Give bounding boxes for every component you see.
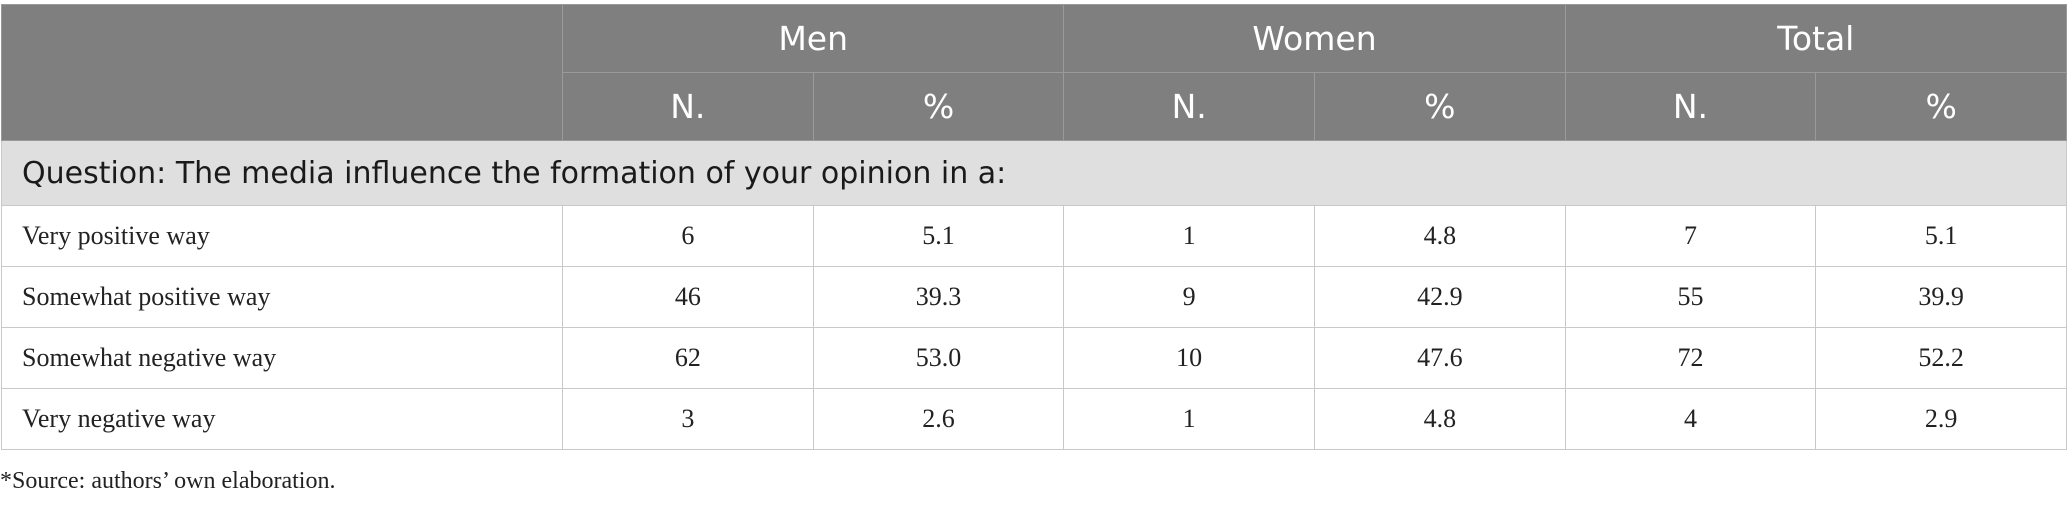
- header-corner-cell: [1, 4, 563, 141]
- section-row: Question: The media influence the format…: [1, 140, 2067, 206]
- row-label: Very positive way: [1, 205, 563, 267]
- table-cell: 2.9: [1815, 388, 2067, 450]
- table-cell: 72: [1564, 327, 1817, 389]
- subheader-cell: N.: [1564, 72, 1817, 141]
- table-cell: 4: [1564, 388, 1817, 450]
- subheader-cell: %: [812, 72, 1065, 141]
- table-row: Very positive way 6 5.1 1 4.8 7 5.1: [1, 205, 2067, 267]
- section-title: Question: The media influence the format…: [1, 140, 2067, 206]
- table-row: Somewhat positive way 46 39.3 9 42.9 55 …: [1, 266, 2067, 328]
- header-group-total: Total: [1564, 4, 2067, 73]
- subheader-cell: N.: [562, 72, 814, 141]
- table-cell: 2.6: [812, 388, 1065, 450]
- table-cell: 10: [1063, 327, 1315, 389]
- table-cell: 62: [562, 327, 814, 389]
- table-cell: 46: [562, 266, 814, 328]
- table-row: Very negative way 3 2.6 1 4.8 4 2.9: [1, 388, 2067, 450]
- table-cell: 42.9: [1313, 266, 1566, 328]
- table-cell: 4.8: [1313, 205, 1566, 267]
- table-cell: 7: [1564, 205, 1817, 267]
- table-cell: 39.3: [812, 266, 1065, 328]
- table-cell: 3: [562, 388, 814, 450]
- header-group-women: Women: [1063, 4, 1566, 73]
- table-cell: 5.1: [1815, 205, 2067, 267]
- table-cell: 53.0: [812, 327, 1065, 389]
- table-cell: 9: [1063, 266, 1315, 328]
- subheader-cell: %: [1815, 72, 2067, 141]
- table-cell: 5.1: [812, 205, 1065, 267]
- row-label: Somewhat positive way: [1, 266, 563, 328]
- row-label: Somewhat negative way: [1, 327, 563, 389]
- source-footnote: *Source: authors’ own elaboration.: [0, 468, 336, 494]
- table-cell: 52.2: [1815, 327, 2067, 389]
- header-group-men: Men: [561, 4, 1065, 73]
- table-cell: 55: [1564, 266, 1817, 328]
- table-cell: 1: [1063, 388, 1315, 450]
- table-cell: 6: [562, 205, 814, 267]
- row-label: Very negative way: [1, 388, 563, 450]
- subheader-cell: %: [1313, 72, 1566, 141]
- subheader-cell: N.: [1063, 72, 1315, 141]
- data-table-container: Men Women Total N. % N. % N. % Question:…: [0, 4, 2067, 450]
- header-row-groups: Men Women Total: [1, 4, 2067, 141]
- table-cell: 1: [1063, 205, 1315, 267]
- results-table: Men Women Total N. % N. % N. % Question:…: [1, 4, 2067, 450]
- table-row: Somewhat negative way 62 53.0 10 47.6 72…: [1, 327, 2067, 389]
- table-cell: 47.6: [1313, 327, 1566, 389]
- table-cell: 4.8: [1313, 388, 1566, 450]
- table-cell: 39.9: [1815, 266, 2067, 328]
- header-row-subheaders: N. % N. % N. %: [2, 72, 2067, 141]
